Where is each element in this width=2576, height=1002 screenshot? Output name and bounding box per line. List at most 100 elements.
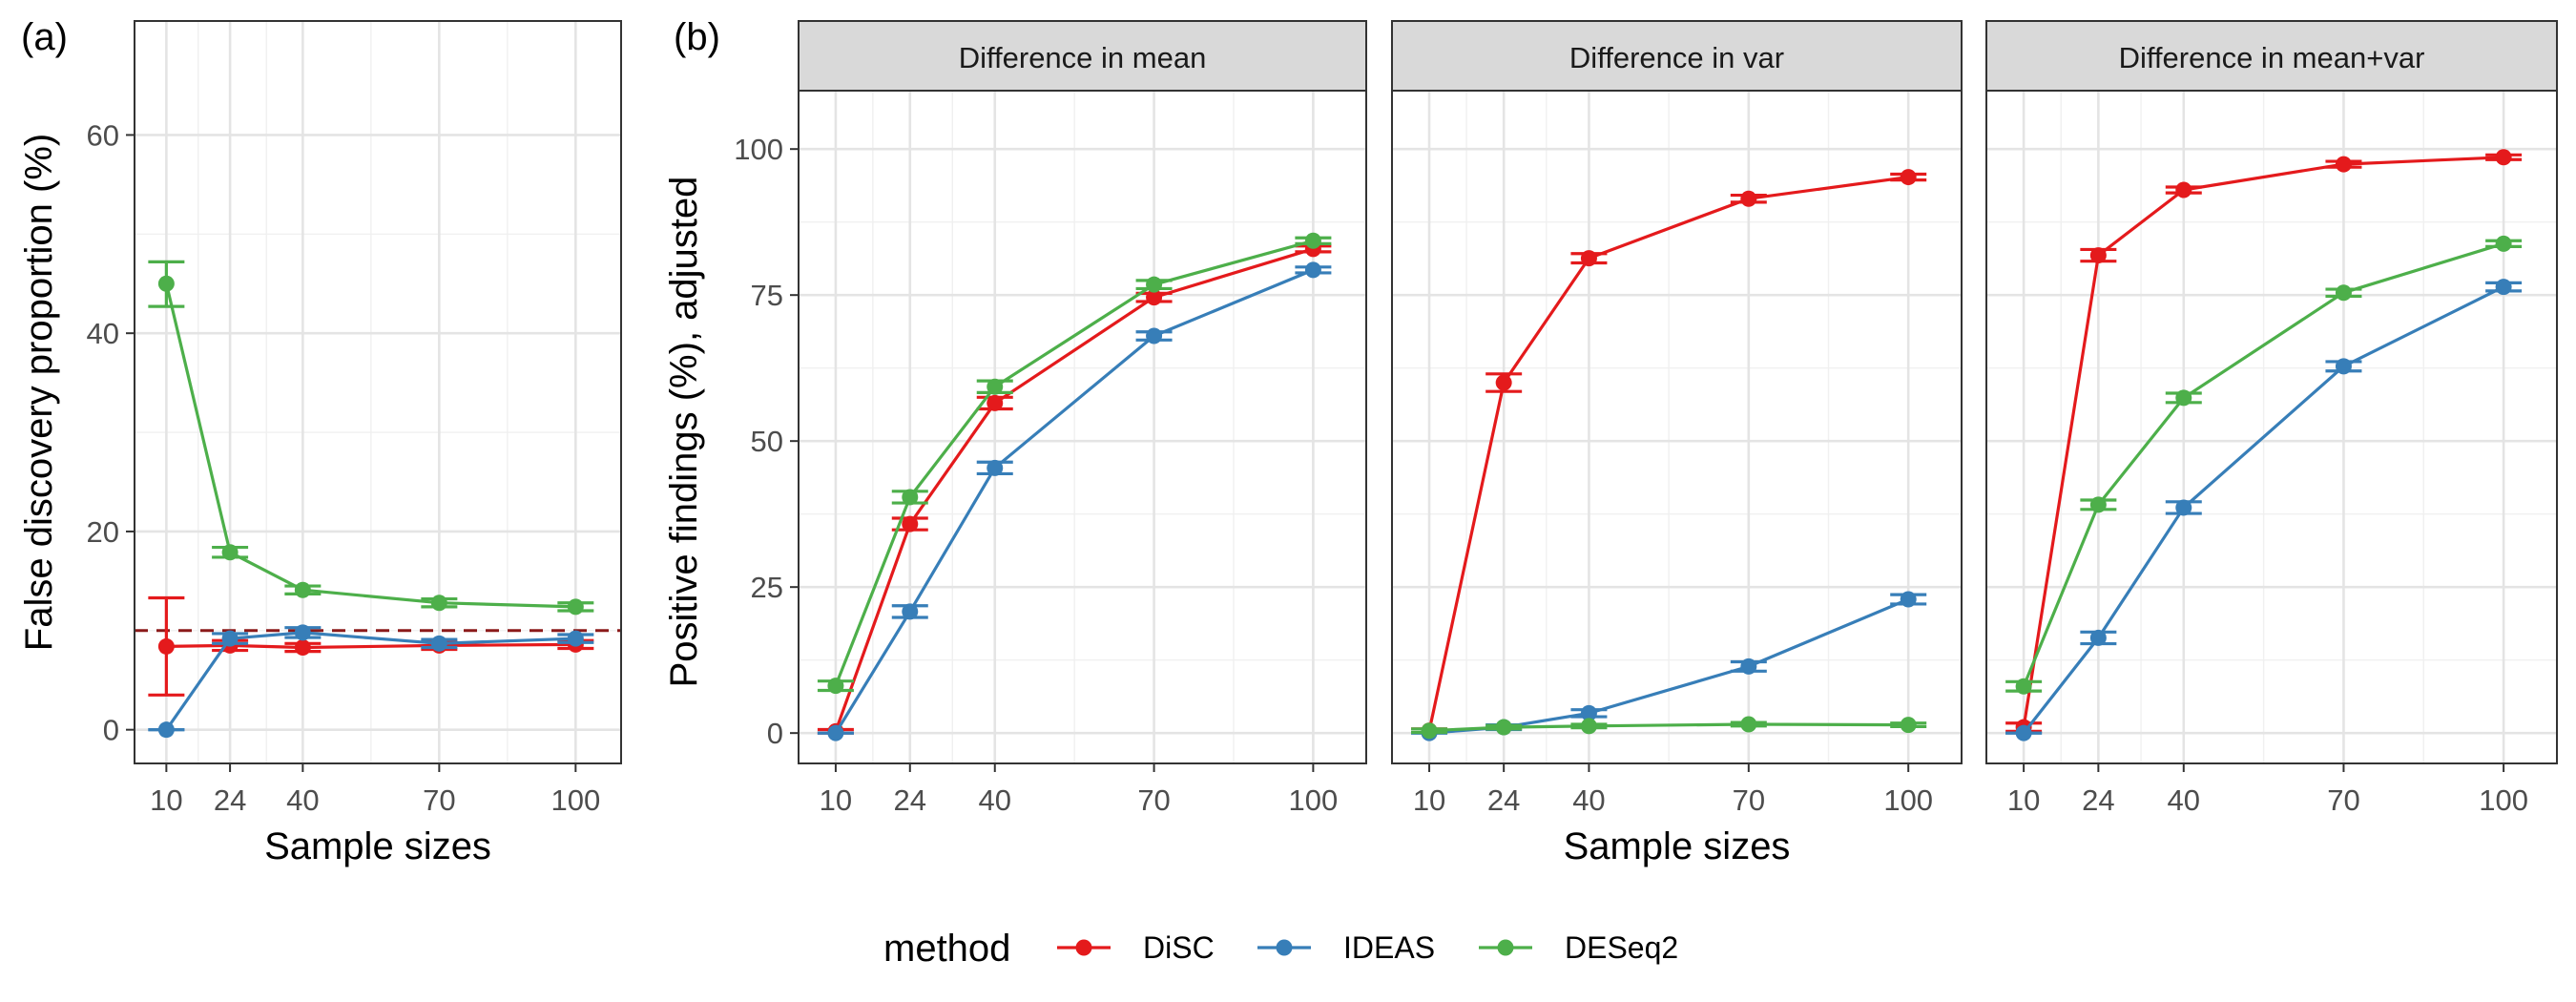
panel-label-a: (a)	[21, 16, 68, 58]
legend-item-disc: DiSC	[1057, 930, 1215, 965]
series-ideas	[817, 261, 1332, 741]
data-point	[1146, 289, 1163, 306]
y-axis-title: Positive findings (%), adjusted	[663, 177, 705, 688]
x-axis-title: Sample sizes	[264, 825, 491, 867]
x-tick-label: 70	[2327, 783, 2359, 817]
x-tick-label: 100	[551, 783, 600, 817]
x-axis-title: Sample sizes	[1564, 825, 1791, 867]
panel-4: Difference in mean+var 10 24 40 70 100	[1985, 20, 2558, 817]
data-point	[567, 598, 584, 616]
legend-key-point	[1497, 939, 1514, 956]
legend-item-deseq2: DESeq2	[1479, 930, 1678, 965]
data-point	[2089, 629, 2107, 646]
x-tick-label: 100	[1883, 783, 1933, 817]
facet-strip	[798, 20, 1367, 92]
series-disc	[2005, 149, 2523, 736]
series-deseq2	[817, 232, 1332, 695]
y-tick-label: 0	[103, 714, 119, 747]
data-point	[221, 544, 239, 561]
x-tick-label: 24	[1487, 783, 1520, 817]
facet-title: Difference in var	[1569, 41, 1784, 74]
data-point	[294, 638, 311, 656]
x-tick-label: 10	[820, 783, 852, 817]
panel-background	[135, 21, 621, 763]
data-point	[294, 581, 311, 598]
x-tick-label: 70	[1137, 783, 1170, 817]
data-point	[2335, 284, 2352, 302]
data-point	[987, 378, 1004, 395]
legend-key-point	[1075, 939, 1092, 956]
panel-background	[1986, 91, 2557, 763]
series-deseq2	[1411, 716, 1927, 740]
data-point	[2495, 235, 2512, 252]
legend-item-ideas: IDEAS	[1257, 930, 1435, 965]
panel-2: Difference in mean 10 24 40 70 100 0 25 50 75 100 P…	[663, 20, 1367, 817]
data-point	[1146, 327, 1163, 344]
x-tick-label: 70	[1733, 783, 1765, 817]
series-ideas	[148, 624, 594, 739]
facet-strip	[1985, 20, 2558, 92]
data-point	[1304, 232, 1321, 249]
data-point	[902, 515, 919, 532]
facet-title: Difference in mean+var	[2119, 41, 2425, 74]
y-axis-title: False discovery proportion (%)	[18, 134, 60, 651]
data-point	[157, 721, 175, 739]
panel-label-b: (b)	[674, 16, 720, 58]
data-point	[157, 637, 175, 655]
y-tick-label: 25	[751, 571, 783, 604]
data-point	[2175, 389, 2192, 407]
data-point	[827, 678, 844, 695]
x-tick-label: 10	[1413, 783, 1445, 817]
legend: method DiSC IDEAS DESeq2	[883, 928, 1678, 970]
legend-label: DESeq2	[1565, 930, 1678, 965]
data-point	[430, 635, 447, 652]
panel-3: Difference in var 10 24 40 70 100 Sample sizes	[1391, 20, 1963, 867]
data-point	[1580, 704, 1597, 721]
data-point	[2089, 247, 2107, 264]
data-point	[2495, 149, 2512, 166]
data-point	[987, 459, 1004, 476]
y-tick-label: 100	[734, 133, 783, 166]
data-point	[1740, 190, 1757, 207]
data-point	[157, 275, 175, 292]
data-point	[1740, 658, 1757, 675]
legend-key-point	[1276, 939, 1293, 956]
x-tick-label: 40	[286, 783, 319, 817]
data-point	[2335, 358, 2352, 375]
legend-label: IDEAS	[1343, 930, 1435, 965]
panel-background	[799, 91, 1366, 763]
series-ideas	[2005, 279, 2523, 741]
data-point	[1421, 722, 1438, 740]
series-deseq2	[148, 260, 594, 616]
data-point	[2015, 678, 2032, 695]
data-point	[827, 724, 844, 741]
x-tick-label: 100	[1289, 783, 1339, 817]
data-point	[1900, 169, 1917, 186]
data-point	[1146, 276, 1163, 293]
data-point	[2495, 279, 2512, 296]
x-tick-label: 100	[2479, 783, 2528, 817]
data-point	[1304, 261, 1321, 279]
panel-background	[1392, 91, 1962, 763]
x-tick-label: 40	[2168, 783, 2200, 817]
x-tick-label: 10	[2007, 783, 2040, 817]
y-tick-label: 75	[751, 279, 783, 312]
data-point	[221, 630, 239, 647]
y-tick-label: 0	[767, 717, 783, 750]
data-point	[902, 489, 919, 506]
data-point	[2015, 724, 2032, 741]
data-point	[1900, 717, 1917, 734]
data-point	[567, 630, 584, 647]
data-point	[294, 624, 311, 641]
y-tick-label: 50	[751, 425, 783, 458]
legend-label: DiSC	[1143, 930, 1215, 965]
data-point	[2089, 496, 2107, 513]
x-tick-label: 24	[214, 783, 246, 817]
legend-title: method	[883, 928, 1010, 970]
x-tick-label: 24	[2082, 783, 2114, 817]
facet-title: Difference in mean	[959, 41, 1207, 74]
data-point	[430, 595, 447, 612]
data-point	[2175, 499, 2192, 516]
data-point	[1495, 719, 1512, 736]
